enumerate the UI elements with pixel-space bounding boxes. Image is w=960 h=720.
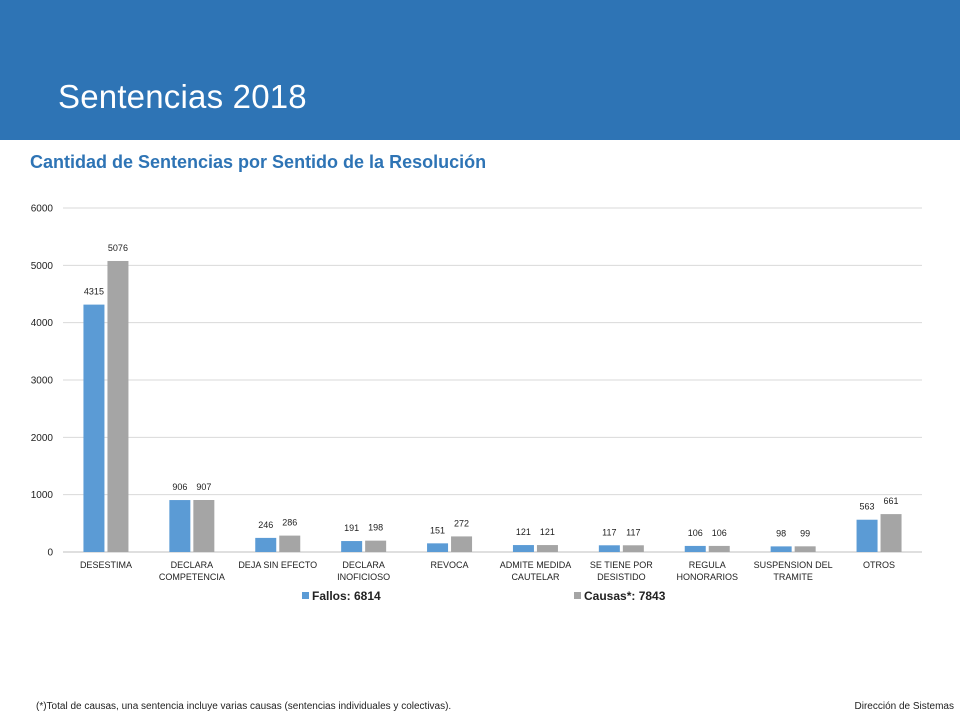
y-tick-label: 1000 xyxy=(31,490,54,501)
x-tick-label: SUSPENSION DEL xyxy=(754,560,833,570)
bar-fallos xyxy=(512,545,534,552)
x-tick-label: DECLARA xyxy=(171,560,214,570)
data-label: 198 xyxy=(368,523,383,533)
data-label: 99 xyxy=(800,528,810,538)
bar-fallos xyxy=(169,500,191,552)
x-tick-label: ADMITE MEDIDA xyxy=(500,560,572,570)
bar-fallos xyxy=(341,541,363,552)
slide-title: Sentencias 2018 xyxy=(58,78,307,115)
y-tick-label: 3000 xyxy=(31,376,54,387)
data-label: 106 xyxy=(712,528,727,538)
legend-entry: Causas*: 7843 xyxy=(584,589,666,603)
bar-fallos xyxy=(770,546,792,552)
legend-swatch xyxy=(302,592,309,599)
data-label: 151 xyxy=(430,525,445,535)
bar-causas xyxy=(622,545,644,552)
x-tick-label: CAUTELAR xyxy=(511,572,560,582)
y-tick-label: 2000 xyxy=(31,433,54,444)
x-tick-label: COMPETENCIA xyxy=(159,572,225,582)
bar-causas xyxy=(365,540,387,552)
footer-credit: Dirección de Sistemas xyxy=(854,701,954,712)
x-tick-label: REGULA xyxy=(689,560,726,570)
data-label: 121 xyxy=(540,527,555,537)
data-label: 4315 xyxy=(84,287,104,297)
bar-causas xyxy=(451,536,473,552)
footnote: (*)Total de causas, una sentencia incluy… xyxy=(36,701,452,712)
data-label: 121 xyxy=(516,527,531,537)
bar-causas xyxy=(193,499,215,552)
bar-fallos xyxy=(255,537,277,552)
bar-causas xyxy=(708,545,730,552)
bar-causas xyxy=(880,514,902,552)
data-label: 117 xyxy=(602,527,616,537)
bar-fallos xyxy=(856,519,878,552)
y-tick-label: 5000 xyxy=(31,261,54,272)
data-label: 5076 xyxy=(108,243,128,253)
header-band xyxy=(0,0,960,140)
x-tick-label: SE TIENE POR xyxy=(590,560,653,570)
legend-entry: Fallos: 6814 xyxy=(312,589,381,603)
data-label: 191 xyxy=(344,523,359,533)
x-tick-label: OTROS xyxy=(863,560,895,570)
bar-chart: 0 1000 2000 3000 4000 5000 6000 4315 5076 DESESTI… xyxy=(31,204,922,603)
y-tick-label: 0 xyxy=(47,548,53,559)
chart-title: Cantidad de Sentencias por Sentido de la… xyxy=(30,152,487,172)
data-label: 563 xyxy=(860,502,875,512)
bar-causas xyxy=(536,545,558,552)
data-label: 906 xyxy=(172,482,187,492)
bar-causas xyxy=(107,260,129,552)
y-tick-label: 4000 xyxy=(31,318,54,329)
y-tick-label: 6000 xyxy=(31,204,54,215)
bar-fallos xyxy=(684,545,706,552)
x-tick-label: DESISTIDO xyxy=(597,572,646,582)
data-label: 286 xyxy=(282,518,297,528)
bar-fallos xyxy=(83,304,105,552)
bar-causas xyxy=(794,546,816,552)
x-tick-label: INOFICIOSO xyxy=(337,572,390,582)
x-tick-label: DEJA SIN EFECTO xyxy=(238,560,317,570)
x-tick-label: DESESTIMA xyxy=(80,560,132,570)
data-label: 106 xyxy=(688,528,703,538)
data-label: 117 xyxy=(626,527,640,537)
x-tick-label: HONORARIOS xyxy=(676,572,738,582)
data-label: 661 xyxy=(884,496,899,506)
x-tick-label: DECLARA xyxy=(342,560,385,570)
data-label: 272 xyxy=(454,518,469,528)
bar-fallos xyxy=(427,543,449,552)
data-label: 246 xyxy=(258,520,273,530)
bar-fallos xyxy=(598,545,620,552)
data-label: 907 xyxy=(196,482,211,492)
x-tick-label: REVOCA xyxy=(431,560,469,570)
legend-swatch xyxy=(574,592,581,599)
bar-causas xyxy=(279,535,301,552)
x-tick-label: TRAMITE xyxy=(773,572,813,582)
data-label: 98 xyxy=(776,528,786,538)
